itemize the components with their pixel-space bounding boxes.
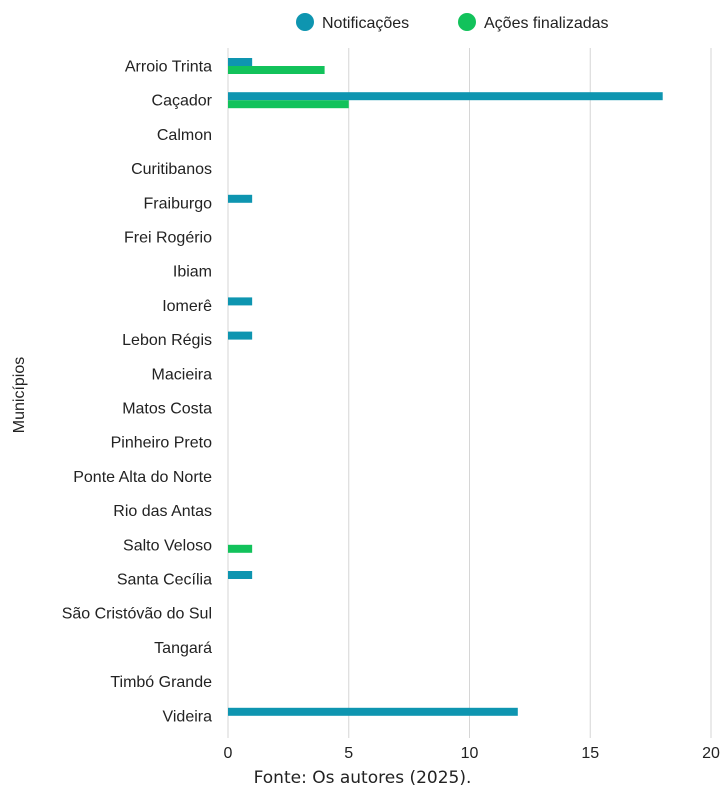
category-label: Videira	[162, 708, 212, 725]
category-label: Calmon	[157, 127, 212, 144]
bar-acoes-finalizadas	[228, 100, 349, 109]
category-label: Lebon Régis	[122, 332, 212, 349]
bars	[228, 58, 663, 716]
legend-label: Notificações	[322, 15, 409, 32]
x-tick-label: 15	[581, 745, 599, 762]
category-label: Ibiam	[173, 264, 212, 281]
category-label: Salto Veloso	[123, 537, 212, 554]
category-label: Matos Costa	[122, 401, 212, 418]
category-label: Arroio Trinta	[125, 59, 212, 76]
category-label: Iomerê	[162, 298, 212, 315]
y-axis-label: Municípios	[11, 357, 28, 433]
x-tick-label: 20	[702, 745, 720, 762]
x-tick-labels: 0 5 10 15 20	[224, 745, 720, 762]
category-label: Santa Cecília	[117, 572, 212, 589]
legend-marker	[458, 13, 476, 31]
category-label: Curitibanos	[131, 161, 212, 178]
category-label: Caçador	[152, 93, 213, 110]
x-tick-label: 5	[344, 745, 353, 762]
bar-notificacoes	[228, 707, 518, 716]
x-tick-label: 10	[461, 745, 479, 762]
category-label: Macieira	[152, 366, 213, 383]
source-note: Fonte: Os autores (2025).	[253, 768, 472, 788]
gridlines	[227, 48, 712, 738]
legend-marker	[296, 13, 314, 31]
bar-notificacoes	[228, 92, 663, 101]
legend-label: Ações finalizadas	[484, 15, 609, 32]
category-label: Fraiburgo	[144, 195, 213, 212]
bar-notificacoes	[228, 194, 253, 203]
x-tick-label: 0	[224, 745, 233, 762]
category-label: São Cristóvão do Sul	[62, 606, 212, 623]
bar-notificacoes	[228, 571, 253, 579]
category-label: Pinheiro Preto	[111, 435, 212, 452]
bar-notificacoes	[228, 297, 253, 306]
category-label: Timbó Grande	[110, 674, 212, 691]
bar-notificacoes	[228, 331, 253, 340]
category-label: Frei Rogério	[124, 230, 212, 247]
category-label: Tangará	[154, 640, 212, 657]
bar-acoes-finalizadas	[228, 544, 253, 553]
category-label: Rio das Antas	[113, 503, 212, 520]
category-labels: Arroio Trinta Caçador Calmon Curitibanos Fra…	[62, 59, 213, 726]
bar-notificacoes	[228, 58, 253, 66]
bar-acoes-finalizadas	[228, 66, 325, 74]
legend: Notificações Ações finalizadas	[296, 13, 609, 32]
category-label: Ponte Alta do Norte	[73, 469, 212, 486]
